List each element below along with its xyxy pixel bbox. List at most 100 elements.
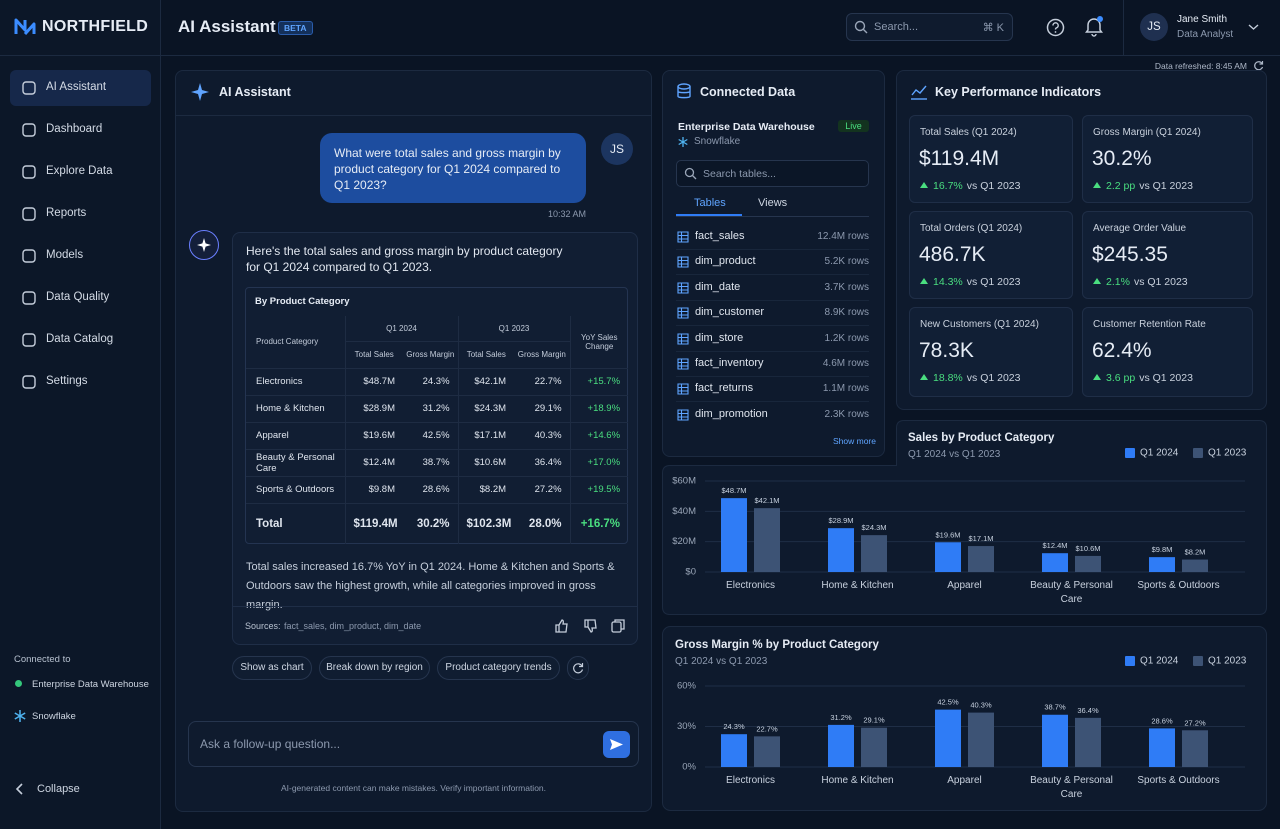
nav-label: Models (46, 249, 84, 261)
collapse-icon[interactable] (14, 782, 26, 796)
table-name[interactable]: dim_promotion (695, 407, 768, 420)
regenerate[interactable] (567, 656, 589, 680)
search-box[interactable] (846, 13, 1013, 41)
nav-label: Data Catalog (46, 333, 114, 345)
column-group: Q1 2023 (457, 316, 571, 342)
table-cell: +17.0% (569, 449, 629, 477)
assistant-icon (191, 83, 209, 101)
table-cell: 38.7% (403, 449, 459, 477)
refresh-icon[interactable] (1253, 60, 1264, 71)
y-tick-label: $20M (672, 536, 696, 547)
nav-item[interactable]: Dashboard (10, 112, 151, 148)
nav-item[interactable]: AI Assistant (10, 70, 151, 106)
suggestion-chip[interactable]: Product category trends (437, 656, 560, 680)
table-name[interactable]: dim_product (695, 255, 756, 268)
comparison: vs Q1 2023 (966, 372, 1021, 384)
comparison: vs Q1 2023 (1133, 276, 1188, 288)
table-name[interactable]: dim_customer (695, 306, 765, 319)
x-tick-label: Home & Kitchen (821, 580, 894, 591)
x-tick-label: Electronics (726, 775, 775, 786)
up-arrow (920, 374, 928, 380)
table-icon-shape (677, 231, 689, 243)
change-value: 2.2 pp (1106, 180, 1136, 192)
tab[interactable]: Views (758, 197, 788, 209)
bar (1075, 555, 1101, 572)
suggestion-chip[interactable]: Show as chart (232, 656, 312, 680)
table-cell: 42.5% (403, 422, 459, 450)
divider (676, 216, 869, 217)
up-arrow (1093, 182, 1101, 188)
value-label: 28.6% (1151, 716, 1173, 725)
value-label: 42.5% (937, 698, 959, 707)
panel-title: Connected Data (700, 85, 796, 99)
collapse[interactable]: Collapse (37, 783, 80, 795)
regenerate-icon[interactable] (572, 662, 584, 674)
notifications-icon[interactable] (1084, 15, 1104, 37)
legend-swatch (1193, 656, 1203, 666)
user-menu-icon[interactable] (1248, 23, 1259, 31)
bar (828, 528, 854, 572)
y-tick-label: 30% (677, 721, 697, 732)
input-placeholder: Ask a follow-up question... (200, 737, 341, 751)
nav-item[interactable]: Reports (10, 196, 151, 232)
chat-input[interactable] (188, 721, 639, 767)
y-tick-label: 0% (682, 762, 696, 773)
feedback-icons[interactable] (554, 618, 634, 634)
table-name[interactable]: fact_returns (695, 382, 754, 395)
table-cell: $42.1M (457, 368, 515, 396)
table-row: Electronics $48.7M 24.3% $42.1M 22.7% +15.7% (246, 368, 629, 396)
divider (676, 376, 869, 377)
table-name[interactable]: dim_store (695, 331, 744, 344)
beta-badge: BETA (278, 21, 313, 35)
nav-icon-shape (22, 165, 36, 179)
suggestion-chip[interactable]: Break down by region (319, 656, 430, 680)
connected-data-panel (662, 70, 885, 457)
disclaimer: AI-generated content can make mistakes. … (280, 783, 547, 793)
bar (968, 546, 994, 572)
nav-icon-shape (22, 375, 36, 389)
bar (935, 542, 961, 572)
divider (676, 249, 869, 250)
table-search[interactable] (676, 160, 869, 187)
table-cell: 24.3% (403, 368, 459, 396)
sidebar (0, 0, 161, 829)
connection: Enterprise Data Warehouse (32, 679, 149, 690)
table-name[interactable]: fact_sales (695, 230, 745, 242)
nav-item[interactable]: Explore Data (10, 154, 151, 190)
up-arrow (920, 278, 928, 284)
user-avatar[interactable]: JS (1140, 13, 1168, 41)
send-icon[interactable] (609, 737, 624, 752)
bar (935, 709, 961, 767)
table-cell: +14.6% (569, 422, 629, 450)
nav-item[interactable]: Data Catalog (10, 322, 151, 358)
chat-title: AI Assistant (219, 85, 291, 99)
message-time: 10:32 AM (547, 209, 586, 219)
table-name[interactable]: fact_inventory (695, 357, 764, 369)
nav-label: AI Assistant (46, 81, 107, 93)
bar (754, 508, 780, 572)
kpi-label: Average Order Value (1093, 223, 1187, 234)
help-icon[interactable] (1046, 18, 1065, 37)
table-name[interactable]: dim_date (695, 280, 741, 293)
nav-item[interactable]: Models (10, 238, 151, 274)
table-icon-shape (677, 333, 689, 345)
nav-item[interactable]: Settings (10, 364, 151, 400)
y-tick-label: $60M (672, 476, 696, 487)
legend-swatch (1125, 656, 1135, 666)
nav-item[interactable]: Data Quality (10, 280, 151, 316)
table-icon-shape (677, 282, 689, 294)
header-row: Total Sales Gross Margin Total Sales Gro… (246, 341, 628, 369)
legend-swatch (1125, 448, 1135, 458)
total-row: Total $119.4M 30.2% $102.3M 28.0% +16.7% (246, 503, 629, 544)
table-cell: +16.7% (569, 503, 629, 544)
show-more[interactable]: Show more (833, 436, 876, 446)
nav-label: Explore Data (46, 165, 113, 177)
bar (968, 712, 994, 767)
value-label: 29.1% (863, 716, 885, 725)
answer-intro: Here's the total sales and gross margin … (246, 244, 563, 274)
bar (1182, 730, 1208, 767)
table-cell: $17.1M (457, 422, 515, 450)
sources-label: Sources: (245, 621, 281, 631)
change-value: 3.6 pp (1106, 372, 1136, 384)
tab[interactable]: Tables (694, 197, 726, 209)
